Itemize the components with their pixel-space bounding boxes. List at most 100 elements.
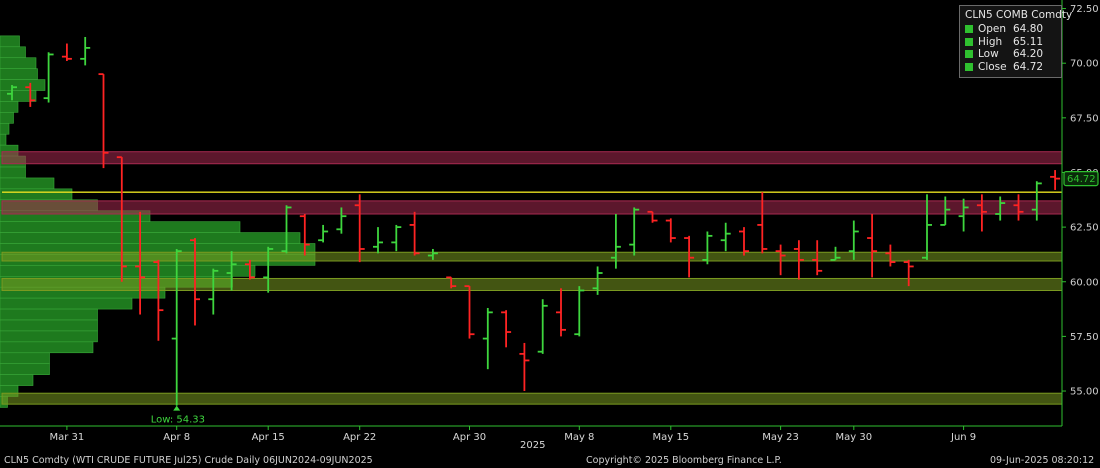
- ohlc-bar: [958, 198, 969, 232]
- volume-profile: [0, 35, 316, 408]
- ohlc-bar: [281, 205, 292, 254]
- ohlc-bar: [665, 218, 676, 243]
- volume-profile-bar: [0, 221, 241, 233]
- ohlc-bars: [7, 36, 1061, 406]
- ohlc-bar: [592, 266, 603, 295]
- legend-row-high: High 65.11: [965, 36, 1056, 49]
- ohlc-bar: [995, 196, 1006, 221]
- ohlc-bar: [720, 222, 731, 252]
- legend-key: Low: [978, 48, 999, 61]
- last-price-box: [1063, 170, 1099, 187]
- legend-key: Open: [978, 23, 1007, 36]
- footer-copyright: Copyright© 2025 Bloomberg Finance L.P.: [586, 455, 782, 466]
- year-label: 2025: [520, 440, 546, 451]
- ohlc-bar: [80, 36, 91, 66]
- volume-profile-bar: [0, 166, 26, 179]
- price-zone: [1, 151, 1063, 165]
- ohlc-bar: [629, 207, 640, 256]
- ohlc-bar: [409, 211, 420, 256]
- volume-profile-bar: [0, 122, 10, 135]
- volume-profile-bar: [0, 232, 301, 244]
- low-marker: [173, 405, 181, 411]
- ohlc-bar: [793, 240, 804, 280]
- y-tick-label: 55.00: [1070, 387, 1099, 398]
- ohlc-bar: [61, 43, 72, 62]
- legend-swatch: [965, 50, 973, 59]
- volume-profile-bar: [0, 374, 34, 386]
- x-tick-label: Mar 31: [50, 432, 85, 443]
- legend-key: Close: [978, 60, 1007, 73]
- price-zone: [1, 392, 1063, 405]
- legend-row-open: Open 64.80: [965, 23, 1056, 36]
- legend-title: CLN5 COMB Comdty: [965, 9, 1073, 21]
- ohlc-bar: [263, 246, 274, 293]
- ohlc-bar: [519, 342, 530, 392]
- y-tick-label: 67.50: [1070, 113, 1099, 124]
- x-tick-label: Jun 9: [950, 432, 976, 443]
- ohlc-bar: [373, 227, 383, 254]
- footer-timestamp: 09-Jun-2025 08:20:12: [990, 455, 1095, 466]
- y-tick-label: 62.50: [1070, 223, 1099, 234]
- ohlc-bar: [482, 307, 493, 370]
- ohlc-bar: [556, 288, 566, 337]
- legend-swatch: [965, 37, 973, 46]
- volume-profile-bar: [0, 46, 26, 59]
- x-tick-label: May 23: [762, 432, 799, 443]
- ohlc-bar: [757, 192, 768, 254]
- ohlc-bar: [848, 220, 859, 260]
- ohlc-bar: [226, 251, 237, 291]
- ohlc-bar: [1013, 194, 1024, 221]
- x-tick-label: May 15: [653, 432, 690, 443]
- legend-swatch: [965, 62, 973, 71]
- volume-profile-bar: [0, 35, 20, 48]
- x-tick-label: Apr 15: [252, 432, 285, 443]
- ohlc-bar: [976, 194, 987, 232]
- ohlc-bar: [427, 248, 438, 260]
- ohlc-bar: [25, 82, 36, 107]
- ohlc-bar: [244, 259, 255, 280]
- volume-profile-bar: [0, 57, 37, 69]
- y-tick-label: 70.00: [1070, 59, 1099, 70]
- ohlc-bar: [299, 214, 310, 256]
- ohlc-bar: [190, 238, 200, 326]
- legend-value: 64.72: [1013, 60, 1044, 73]
- volume-profile-bar: [0, 341, 94, 354]
- ohlc-bar: [1031, 181, 1042, 221]
- y-tick-label: 72.50: [1070, 4, 1099, 15]
- volume-profile-bar: [0, 177, 55, 190]
- x-tick-label: Apr 8: [163, 432, 190, 443]
- x-tick-label: May 8: [564, 432, 594, 443]
- ohlc-bar: [775, 244, 786, 276]
- legend-value: 64.20: [1013, 48, 1044, 61]
- ohlc-bar: [940, 196, 951, 226]
- ohlc-bar: [830, 246, 841, 261]
- ohlc-bar: [867, 214, 878, 278]
- x-tick-label: Apr 22: [343, 432, 376, 443]
- legend-row-low: Low 64.20: [965, 48, 1056, 61]
- ohlc-bar: [702, 231, 713, 265]
- ohlc-bar: [812, 240, 823, 276]
- ohlc-bar: [610, 214, 621, 269]
- volume-profile-bar: [0, 308, 98, 321]
- y-tick-label: 57.50: [1070, 332, 1099, 343]
- legend-swatch: [965, 25, 973, 34]
- low-label: Low: 54.33: [151, 415, 205, 426]
- ohlc-bar: [208, 268, 219, 315]
- ohlc-bar: [1050, 170, 1061, 190]
- ohlc-bar: [98, 73, 109, 169]
- volume-profile-bar: [0, 101, 19, 113]
- volume-profile-bar: [0, 112, 14, 124]
- ohlc-bar: [647, 210, 658, 223]
- axes: [0, 0, 1066, 430]
- y-tick-label: 60.00: [1070, 277, 1099, 288]
- ohlc-bar: [135, 211, 146, 315]
- volume-profile-bar: [0, 68, 38, 80]
- legend-key: High: [978, 35, 1003, 48]
- price-zone: [1, 277, 1063, 291]
- ohlc-bar: [391, 224, 402, 252]
- volume-profile-bar: [0, 188, 73, 201]
- ohlc-bar: [537, 299, 548, 354]
- ohlc-bar: [574, 286, 585, 337]
- ohlc-bar: [922, 194, 932, 260]
